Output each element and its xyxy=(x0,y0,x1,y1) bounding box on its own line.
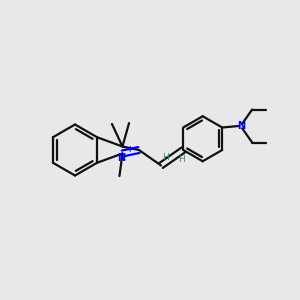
Text: +: + xyxy=(126,146,132,154)
Text: H: H xyxy=(162,153,169,162)
Text: H: H xyxy=(178,154,185,164)
Text: N: N xyxy=(117,153,125,163)
Text: N: N xyxy=(237,121,245,131)
